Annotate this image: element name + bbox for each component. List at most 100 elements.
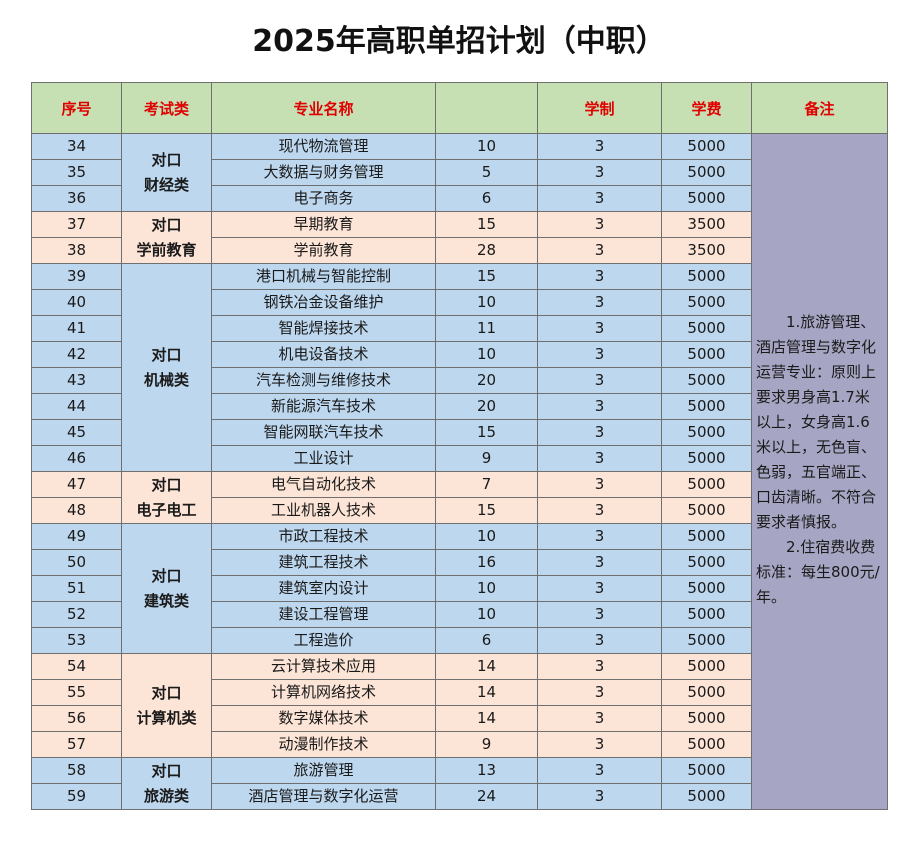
cell-serial-number: 59 [31, 783, 122, 810]
cell-major-name: 智能网联汽车技术 [211, 419, 436, 446]
cell-major-name: 智能焊接技术 [211, 315, 436, 342]
table-row: 59 酒店管理与数字化运营 24 3 5000 [31, 783, 888, 810]
table-row: 42 机电设备技术 10 3 5000 [31, 341, 888, 368]
category-line-2: 机械类 [143, 370, 189, 389]
category-line-1: 对口 [151, 150, 182, 169]
cell-plan-count: 20 [435, 393, 538, 420]
table-row: 58 对口 旅游类 旅游管理 13 3 5000 [31, 757, 888, 810]
remarks-paragraph: 2.住宿费收费标准：每生800元/年。 [756, 538, 880, 606]
cell-plan-count: 6 [435, 185, 538, 212]
cell-major-name: 早期教育 [211, 211, 436, 238]
cell-tuition: 5000 [661, 289, 752, 316]
cell-serial-number: 38 [31, 237, 122, 264]
cell-serial-number: 36 [31, 185, 122, 212]
table-row: 57 动漫制作技术 9 3 5000 [31, 731, 888, 758]
table-row: 53 工程造价 6 3 5000 [31, 627, 888, 654]
cell-major-name: 云计算技术应用 [211, 653, 436, 680]
cell-plan-count: 14 [435, 705, 538, 732]
cell-exam-category: 对口 机械类 [121, 263, 212, 472]
header-serial-number: 序号 [31, 82, 122, 134]
cell-serial-number: 51 [31, 575, 122, 602]
cell-duration: 3 [537, 471, 662, 498]
cell-tuition: 5000 [661, 705, 752, 732]
cell-plan-count: 15 [435, 211, 538, 238]
cell-major-name: 工程造价 [211, 627, 436, 654]
cell-duration: 3 [537, 549, 662, 576]
cell-tuition: 5000 [661, 757, 752, 784]
cell-serial-number: 39 [31, 263, 122, 290]
table-row: 40 钢铁冶金设备维护 10 3 5000 [31, 289, 888, 316]
cell-major-name: 市政工程技术 [211, 523, 436, 550]
cell-tuition: 5000 [661, 419, 752, 446]
table-row: 45 智能网联汽车技术 15 3 5000 [31, 419, 888, 446]
cell-duration: 3 [537, 211, 662, 238]
cell-serial-number: 53 [31, 627, 122, 654]
header-remarks: 备注 [751, 82, 888, 134]
cell-major-name: 数字媒体技术 [211, 705, 436, 732]
category-line-2: 财经类 [143, 175, 189, 194]
cell-serial-number: 57 [31, 731, 122, 758]
cell-serial-number: 44 [31, 393, 122, 420]
cell-tuition: 5000 [661, 263, 752, 290]
cell-exam-category: 对口 旅游类 [121, 757, 212, 810]
cell-exam-category: 对口 电子电工 [121, 471, 212, 524]
cell-duration: 3 [537, 575, 662, 602]
category-line-1: 对口 [151, 215, 182, 234]
cell-major-name: 酒店管理与数字化运营 [211, 783, 436, 810]
table-row: 44 新能源汽车技术 20 3 5000 [31, 393, 888, 420]
cell-major-name: 现代物流管理 [211, 133, 436, 160]
cell-duration: 3 [537, 185, 662, 212]
cell-tuition: 5000 [661, 497, 752, 524]
cell-serial-number: 56 [31, 705, 122, 732]
cell-duration: 3 [537, 523, 662, 550]
category-line-2: 电子电工 [136, 500, 197, 519]
cell-plan-count: 15 [435, 497, 538, 524]
cell-plan-count: 11 [435, 315, 538, 342]
cell-tuition: 5000 [661, 653, 752, 680]
cell-serial-number: 58 [31, 757, 122, 784]
cell-duration: 3 [537, 679, 662, 706]
cell-major-name: 计算机网络技术 [211, 679, 436, 706]
cell-serial-number: 52 [31, 601, 122, 628]
cell-plan-count: 15 [435, 419, 538, 446]
cell-plan-count: 10 [435, 133, 538, 160]
cell-tuition: 5000 [661, 445, 752, 472]
cell-plan-count: 10 [435, 575, 538, 602]
table-row: 52 建设工程管理 10 3 5000 [31, 601, 888, 628]
cell-serial-number: 48 [31, 497, 122, 524]
category-line-1: 对口 [151, 566, 182, 585]
cell-duration: 3 [537, 237, 662, 264]
table-row: 55 计算机网络技术 14 3 5000 [31, 679, 888, 706]
table-row: 46 工业设计 9 3 5000 [31, 445, 888, 472]
cell-duration: 3 [537, 393, 662, 420]
category-line-2: 建筑类 [143, 591, 189, 610]
cell-serial-number: 37 [31, 211, 122, 238]
header-tuition: 学费 [661, 82, 752, 134]
cell-exam-category: 对口 学前教育 [121, 211, 212, 264]
table-row: 36 电子商务 6 3 5000 [31, 185, 888, 212]
cell-duration: 3 [537, 757, 662, 784]
table-body: 34 对口 财经类 现代物流管理 10 3 5000 1.旅游管理、酒店管理与数字化运营专业：… [31, 133, 888, 810]
header-exam-category: 考试类 [121, 82, 212, 134]
cell-duration: 3 [537, 601, 662, 628]
table-row: 51 建筑室内设计 10 3 5000 [31, 575, 888, 602]
cell-major-name: 建筑工程技术 [211, 549, 436, 576]
table-row: 37 对口 学前教育 早期教育 15 3 3500 [31, 211, 888, 264]
cell-serial-number: 34 [31, 133, 122, 160]
cell-serial-number: 47 [31, 471, 122, 498]
cell-duration: 3 [537, 497, 662, 524]
table-row: 34 对口 财经类 现代物流管理 10 3 5000 1.旅游管理、酒店管理与数字化运营专业：… [31, 133, 888, 810]
cell-tuition: 5000 [661, 731, 752, 758]
cell-duration: 3 [537, 263, 662, 290]
cell-exam-category: 对口 财经类 [121, 133, 212, 212]
table-row: 43 汽车检测与维修技术 20 3 5000 [31, 367, 888, 394]
cell-serial-number: 40 [31, 289, 122, 316]
cell-plan-count: 13 [435, 757, 538, 784]
cell-serial-number: 46 [31, 445, 122, 472]
cell-duration: 3 [537, 367, 662, 394]
category-line-2: 学前教育 [136, 240, 197, 259]
cell-tuition: 5000 [661, 393, 752, 420]
cell-duration: 3 [537, 419, 662, 446]
remarks-text: 1.旅游管理、酒店管理与数字化运营专业：原则上要求男身高1.7米以上，女身高1.… [756, 135, 883, 611]
cell-tuition: 5000 [661, 133, 752, 160]
